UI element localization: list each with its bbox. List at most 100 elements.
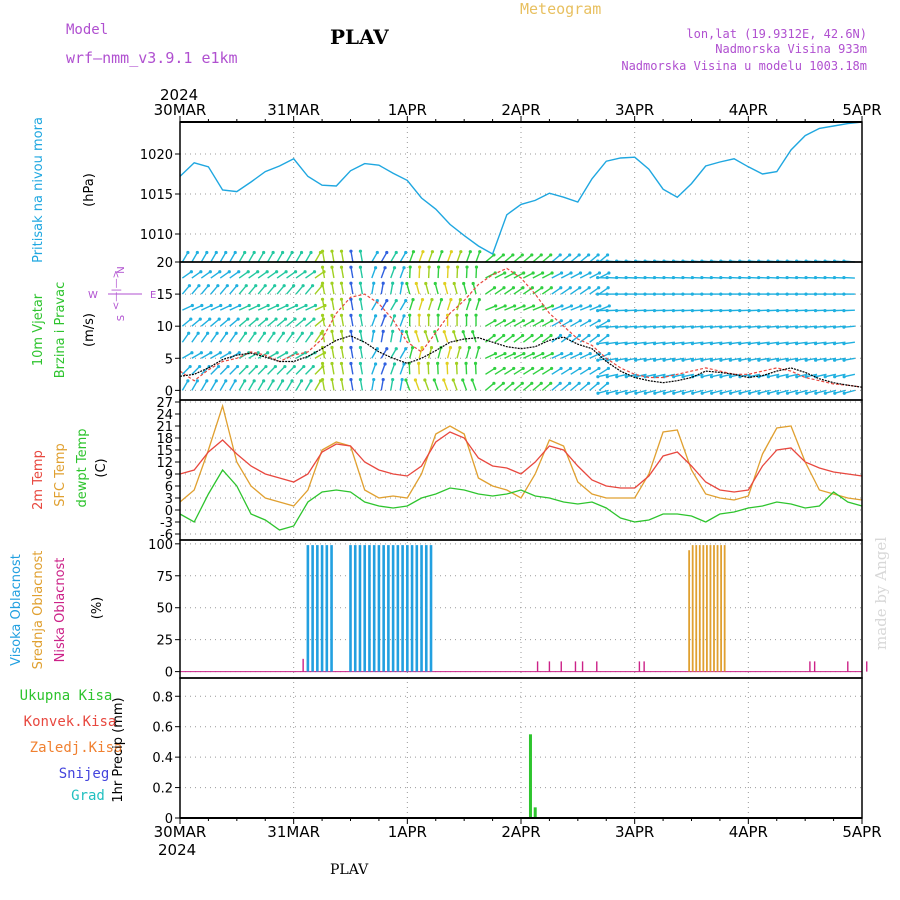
wind-arrow-head [243,250,247,255]
wind-arrow-head [291,331,295,335]
wind-arrow-head [281,331,285,335]
wind-arrow-head [417,313,421,317]
wind-arrow-head [452,281,456,286]
wind-arrow [276,366,286,375]
grid-layer [180,122,862,819]
wind-arrow-head [700,275,704,280]
wind-arrow-head [671,292,675,296]
wind-arrow [711,389,723,394]
wind-arrow [390,348,397,359]
wind-arrow-head [205,250,209,255]
wind-arrow [560,352,572,359]
wind-arrow [321,379,326,391]
wind-arrow [191,366,201,375]
wind-arrow-head [349,361,353,366]
y-tick-label: 1010 [140,228,173,243]
wind-arrow-head [502,319,507,323]
wind-arrow [513,287,524,295]
wind-arrow [295,252,303,263]
precip-unit: 1hr Precip (mm) [111,697,126,802]
wind-arrow-head [349,249,353,253]
wind-arrow [654,357,666,361]
cloud-high-bar [377,545,381,672]
wind-arrow [682,357,694,361]
wind-arrow [295,366,305,375]
precip-bar [528,734,532,818]
wind-arrow-head [681,292,685,296]
y-tick-label: 75 [156,570,173,585]
top-day-label: 31MAR [267,101,320,119]
wind-arrow-head [349,313,353,317]
wind-arrow-head [208,317,212,321]
wind-arrow [720,389,732,394]
wind-arrow [494,320,505,327]
wind-arrow-head [794,325,799,329]
wind-arrow-head [615,375,619,379]
wind-arrow [257,252,265,263]
wind-arrow-head [804,342,808,346]
wind-arrow-head [615,391,619,395]
wind-arrow-head [709,358,714,362]
wind-arrow-head [587,286,591,290]
wind-arrow [485,352,496,359]
wind-arrow-head [776,375,780,379]
wind-arrow-head [256,270,260,274]
cloud-low-bar [643,661,645,672]
wind-arrow-head [823,309,827,313]
wind-arrow [768,357,780,361]
wind-arrow [340,315,345,327]
wind-arrow [248,252,255,263]
wind-arrow-head [643,358,647,362]
wind-arrow [616,389,628,394]
wind-arrow-head [719,358,723,362]
wind-arrow [843,341,855,345]
wind-arrow-head [290,379,294,383]
wind-arrow-head [700,342,704,346]
wind-arrow [314,366,324,375]
wind-arrow [390,363,396,375]
lonlat-text: lon,lat (19.9312E, 42.6N) [686,27,867,41]
wind-arrow [434,283,439,295]
wind-arrow [560,287,571,295]
wind-arrow [331,283,335,295]
wind-arrow-head [634,358,638,362]
wind-arrow [371,379,375,391]
wind-arrow [504,367,515,375]
cloud-high-bar [353,545,357,672]
wind-arrow [267,271,278,279]
wind-arrow-head [690,275,694,280]
wind-arrow-head [813,325,818,329]
wind-arrow-head [245,364,249,369]
y-tick-label: 3 [165,492,173,507]
wind-arrow-head [652,292,657,296]
wind-arrow [359,331,364,343]
wind-arrow [541,382,552,391]
wind-arrow [399,348,407,359]
wind-arrow [523,305,534,311]
wind-arrow-head [492,381,496,385]
wind-arrow-head [226,364,230,369]
wind-arrow [248,318,258,327]
wind-arrow-head [710,391,714,395]
wind-arrow-head [225,284,229,288]
wind-arrow [229,252,236,263]
wind-arrow [200,366,210,375]
wind-arrow [257,304,269,311]
wind-arrow [485,367,496,375]
wind-arrow-head [606,333,610,338]
wind-arrow-head [477,298,481,302]
wind-arrow [331,299,335,311]
wind-arrow-head [795,358,799,362]
wind-arrow [542,305,553,311]
wind-arrow-head [446,265,450,269]
wind-arrow [513,254,523,263]
pressure-ylabel: Pritisak na nivou mora [31,117,46,263]
wind-arrow [523,272,534,279]
wind-arrow [560,272,572,279]
wind-arrow-head [671,309,676,313]
wind-arrow-head [549,366,554,371]
wind-arrow [405,331,411,343]
wind-arrow-head [188,364,192,369]
wind-arrow-head [634,342,638,346]
wind-arrow-head [280,250,285,255]
